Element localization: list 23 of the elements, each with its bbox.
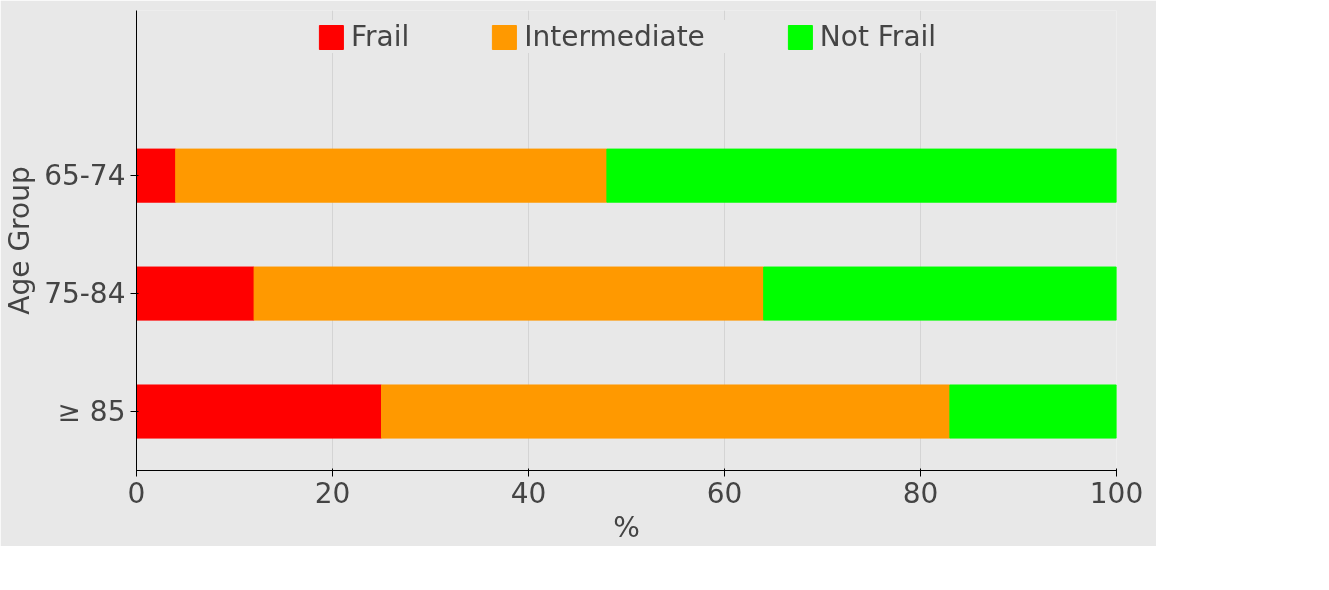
x-tick-label: 60 [706, 476, 743, 510]
bar [136, 384, 382, 439]
x-tick-label: 100 [1089, 476, 1144, 510]
x-tick-label: 80 [902, 476, 939, 510]
y-axis-title: Age Group [3, 166, 37, 315]
bar [763, 266, 1117, 321]
bar [381, 384, 951, 439]
bar [949, 384, 1117, 439]
x-tick-label: 40 [510, 476, 547, 510]
bar [606, 148, 1117, 203]
x-tick-label: 20 [314, 476, 351, 510]
legend-label: Not Frail [819, 20, 937, 53]
legend-label: Frail [350, 20, 410, 53]
bar [136, 266, 255, 321]
legend-label: Intermediate [524, 20, 705, 53]
y-tick-label: ≥ 85 [57, 395, 126, 429]
y-tick-label: 65-74 [44, 159, 126, 193]
x-tick-label: 0 [127, 476, 146, 510]
x-axis-title: % [613, 510, 640, 544]
y-tick-label: 75-84 [44, 277, 126, 311]
bar [136, 148, 177, 203]
bar [175, 148, 608, 203]
bar [253, 266, 765, 321]
